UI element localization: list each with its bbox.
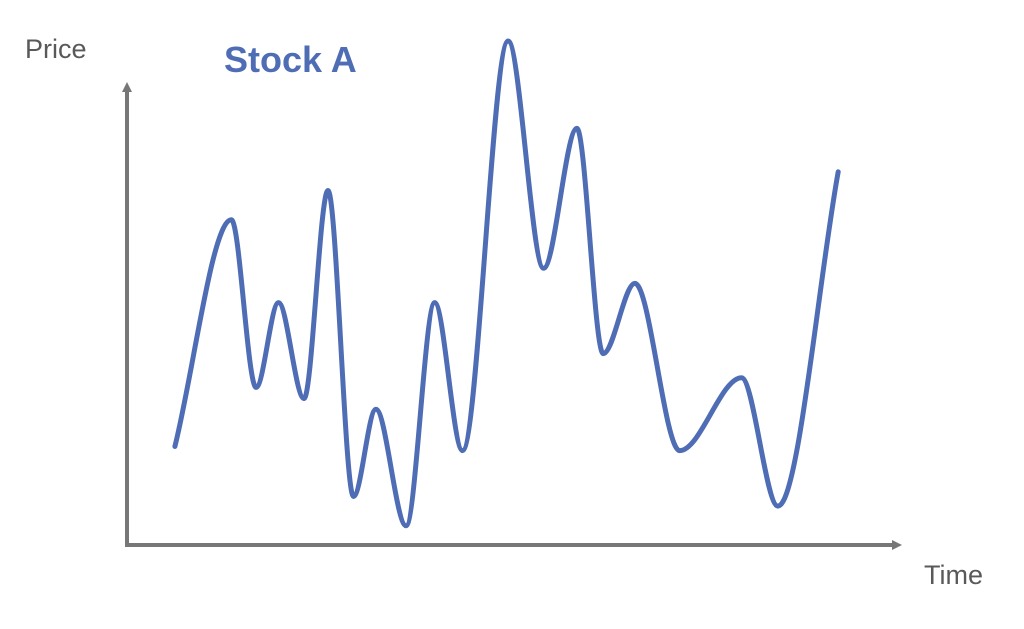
data-point	[351, 494, 357, 500]
data-point	[541, 265, 547, 271]
data-point	[677, 448, 683, 454]
data-point	[460, 448, 466, 454]
data-point	[325, 188, 331, 194]
data-point	[276, 300, 282, 306]
data-point	[228, 217, 234, 223]
data-point	[373, 406, 379, 412]
chart-title: Stock A	[224, 39, 357, 80]
y-axis-label: Price	[25, 34, 87, 64]
data-point	[432, 300, 438, 306]
data-point	[505, 38, 511, 44]
x-axis-label: Time	[924, 560, 983, 590]
series-line	[172, 38, 841, 529]
data-point	[403, 523, 409, 529]
data-point	[835, 169, 841, 175]
data-point	[600, 351, 606, 357]
data-point	[775, 503, 781, 509]
data-point	[253, 384, 259, 390]
series-layer	[172, 38, 841, 529]
data-point	[574, 125, 580, 131]
data-point	[739, 375, 745, 381]
data-point	[301, 396, 307, 402]
data-point	[632, 280, 638, 286]
data-point	[172, 444, 178, 450]
